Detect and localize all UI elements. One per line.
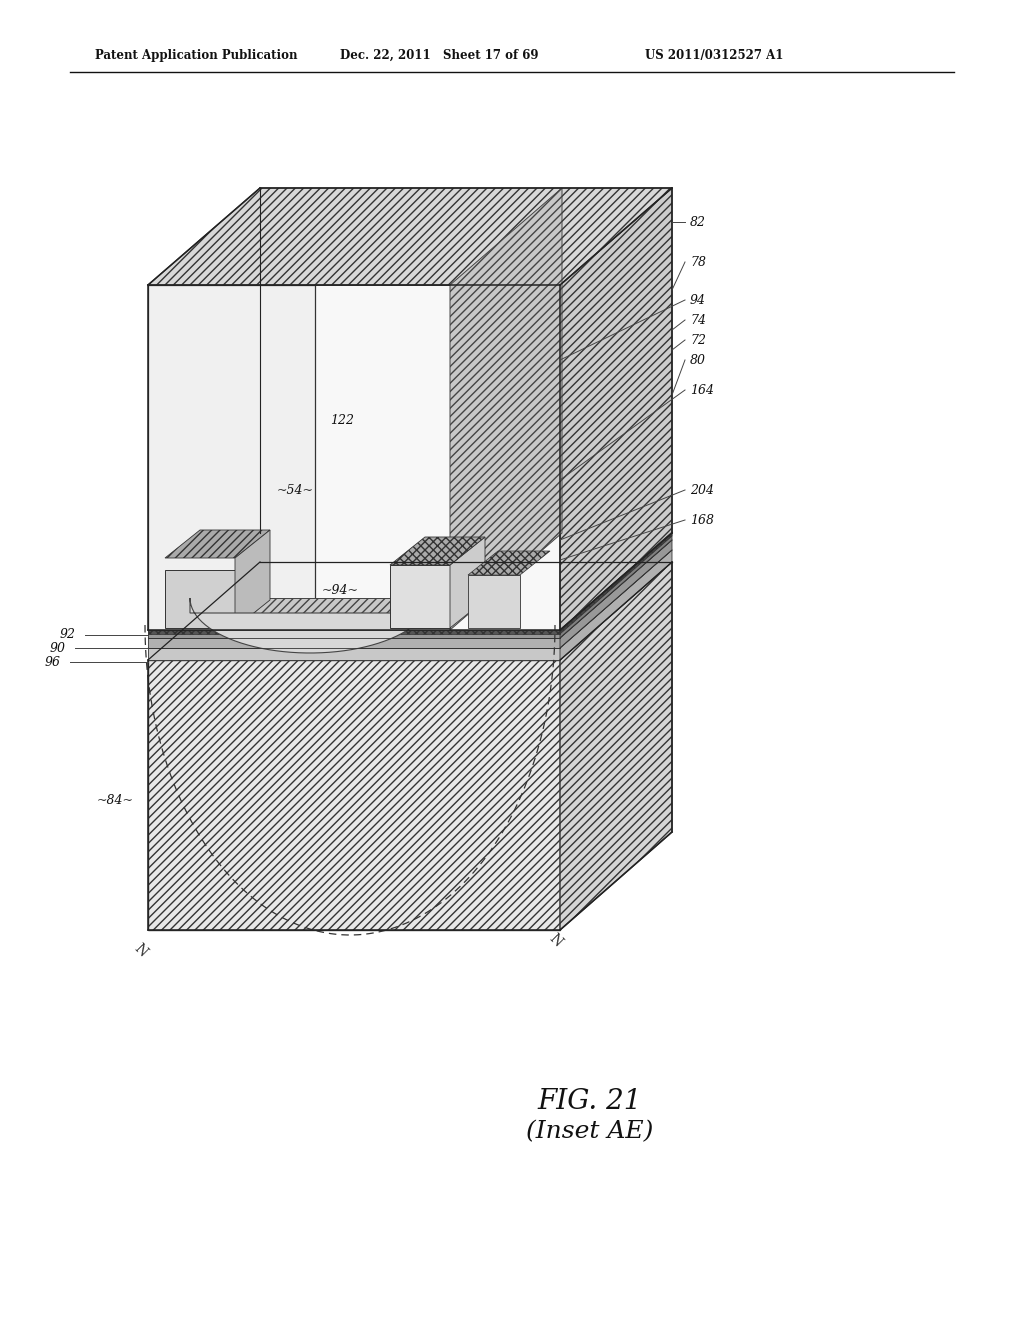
- Text: (Inset AE): (Inset AE): [526, 1119, 653, 1143]
- Text: 168: 168: [690, 513, 714, 527]
- Text: 94: 94: [690, 293, 706, 306]
- Text: 78: 78: [690, 256, 706, 268]
- Polygon shape: [560, 562, 672, 931]
- Polygon shape: [148, 550, 672, 648]
- Polygon shape: [190, 598, 430, 628]
- Text: 82: 82: [690, 215, 706, 228]
- Text: Patent Application Publication: Patent Application Publication: [95, 49, 298, 62]
- Text: 90: 90: [50, 642, 66, 655]
- Text: N: N: [546, 931, 564, 949]
- Polygon shape: [468, 550, 550, 576]
- Polygon shape: [148, 187, 672, 285]
- Text: US 2011/0312527 A1: US 2011/0312527 A1: [645, 49, 783, 62]
- Polygon shape: [148, 648, 560, 660]
- Polygon shape: [560, 532, 672, 634]
- Text: ~54~: ~54~: [276, 483, 313, 496]
- Text: FIG. 21: FIG. 21: [538, 1088, 642, 1115]
- Polygon shape: [315, 285, 560, 630]
- Text: 80: 80: [690, 354, 706, 367]
- Text: 164: 164: [690, 384, 714, 396]
- Polygon shape: [148, 630, 560, 634]
- Text: 96: 96: [45, 656, 61, 668]
- Polygon shape: [560, 532, 672, 638]
- Polygon shape: [390, 537, 485, 565]
- Polygon shape: [165, 531, 270, 558]
- Polygon shape: [148, 285, 315, 630]
- Text: 204: 204: [690, 483, 714, 496]
- Polygon shape: [148, 562, 672, 660]
- Polygon shape: [148, 660, 560, 931]
- Polygon shape: [165, 570, 234, 628]
- Polygon shape: [560, 187, 672, 630]
- Polygon shape: [390, 565, 450, 628]
- Text: ~94~: ~94~: [322, 583, 358, 597]
- Text: N: N: [131, 941, 150, 960]
- Text: 92: 92: [60, 628, 76, 642]
- Polygon shape: [560, 550, 672, 660]
- Text: 122: 122: [330, 413, 354, 426]
- Polygon shape: [148, 630, 560, 638]
- Polygon shape: [234, 531, 270, 628]
- Polygon shape: [450, 187, 562, 630]
- Text: 72: 72: [690, 334, 706, 346]
- Polygon shape: [560, 540, 672, 648]
- Text: 74: 74: [690, 314, 706, 326]
- Polygon shape: [468, 576, 520, 628]
- Polygon shape: [148, 532, 672, 630]
- Polygon shape: [148, 638, 560, 648]
- Text: Dec. 22, 2011   Sheet 17 of 69: Dec. 22, 2011 Sheet 17 of 69: [340, 49, 539, 62]
- Polygon shape: [148, 540, 672, 638]
- Polygon shape: [450, 537, 485, 628]
- Text: ~84~: ~84~: [96, 793, 133, 807]
- Polygon shape: [190, 598, 430, 653]
